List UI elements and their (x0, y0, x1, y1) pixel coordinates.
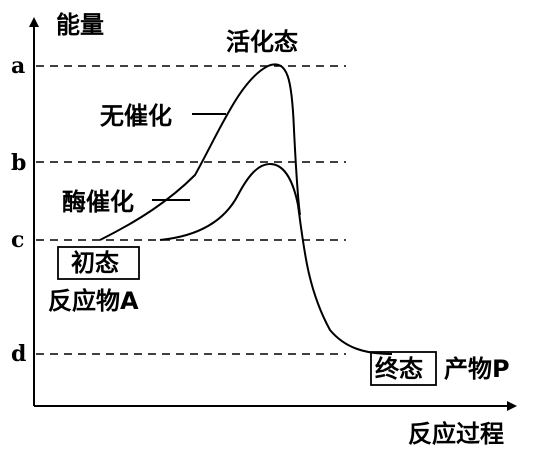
uncatalyzed-label: 无催化 (100, 102, 172, 130)
initial-state-box (57, 246, 140, 280)
level-d-label: d (11, 341, 26, 367)
final-state-label: 终态 (375, 355, 423, 383)
uncatalyzed-curve (99, 63, 301, 241)
x-axis-label: 反应过程 (408, 420, 504, 448)
transition-state-label: 活化态 (226, 28, 298, 56)
reactant-label: 反应物A (48, 287, 139, 315)
level-a-label: a (11, 53, 25, 79)
enzyme-catalyzed-curve (159, 162, 393, 355)
y-axis-label: 能量 (56, 11, 104, 39)
final-state-box (370, 351, 437, 386)
level-c-label: c (11, 227, 24, 253)
initial-state-label: 初态 (71, 249, 119, 277)
product-label: 产物P (444, 355, 510, 383)
enzyme-catalyzed-label: 酶催化 (62, 188, 134, 216)
level-b-label: b (11, 150, 26, 176)
